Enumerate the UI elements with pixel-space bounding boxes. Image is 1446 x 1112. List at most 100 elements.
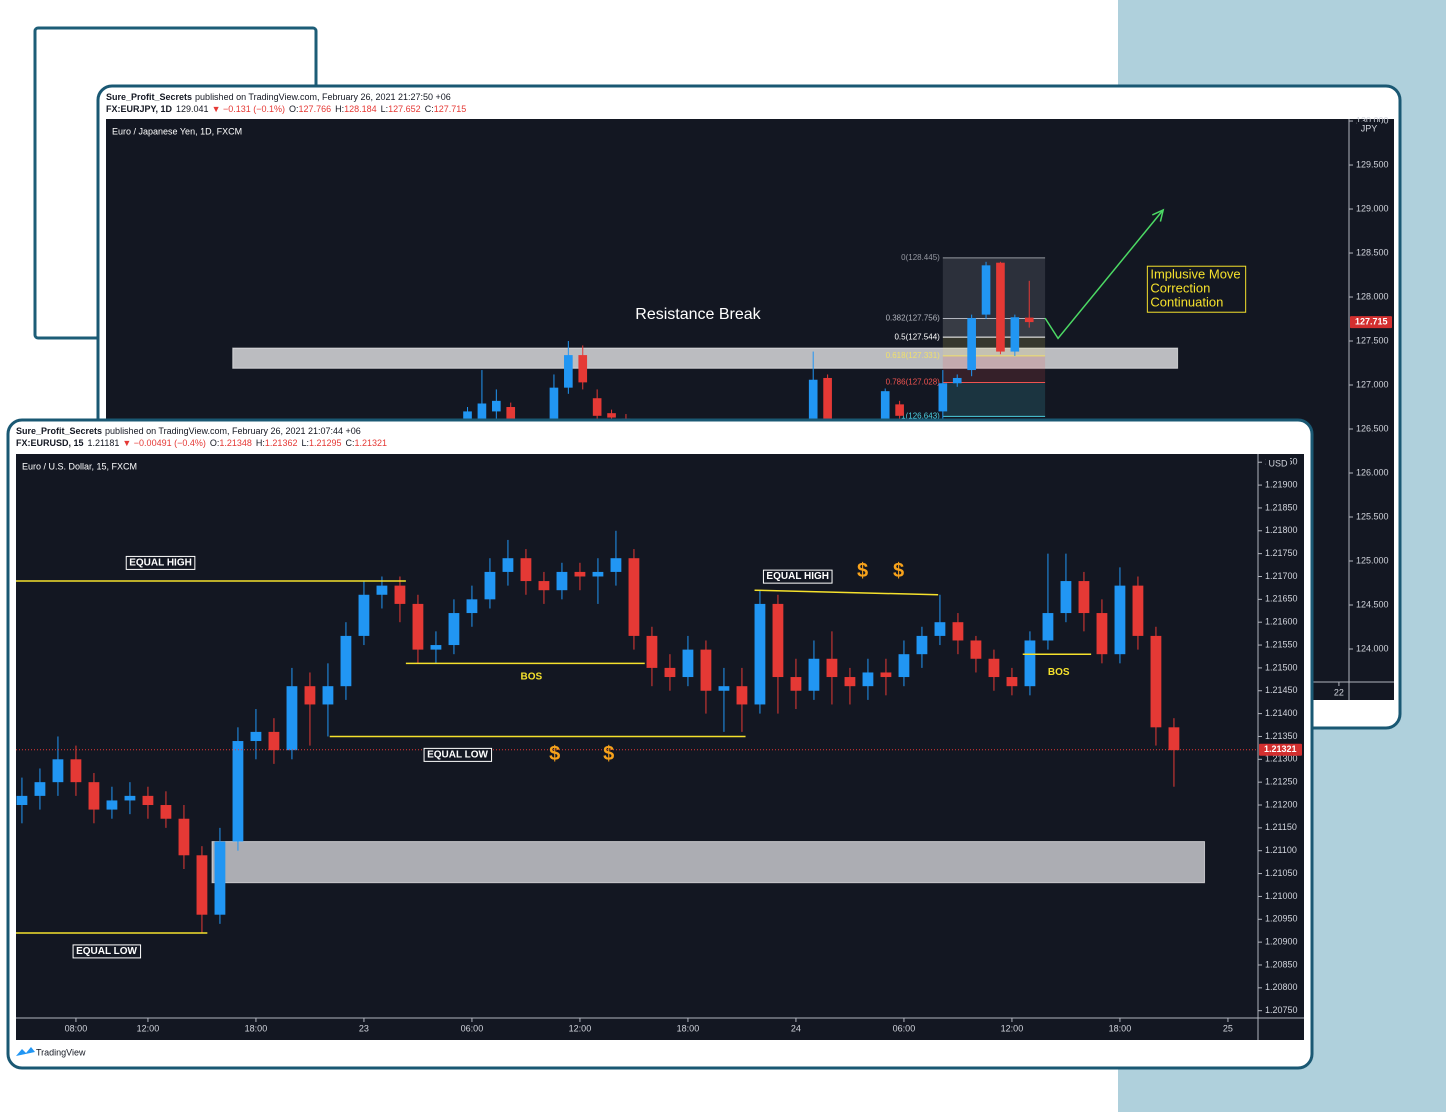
y-tick-label: 1.20900 [1265, 937, 1298, 947]
candle-body [1168, 727, 1180, 751]
ohlc-value: 128.184 [344, 104, 377, 114]
note-line: Correction [1150, 281, 1210, 296]
y-tick-label: 1.20850 [1265, 959, 1298, 969]
y-tick-label: 129.000 [1356, 203, 1389, 213]
fib-label: 0.382(127.756) [886, 314, 941, 323]
last-price-label: 127.715 [1355, 316, 1388, 326]
candle-body [88, 782, 100, 810]
candle-body [718, 686, 730, 691]
candle-body [394, 585, 406, 604]
header-publish: Sure_Profit_Secrets published on TradingV… [16, 426, 361, 436]
x-tick-label: 25 [1223, 1023, 1233, 1033]
candle-body [340, 635, 352, 687]
candle-body [826, 658, 838, 678]
ohlc-label: O: [289, 104, 299, 114]
candle-body [1010, 317, 1020, 352]
label-box [423, 747, 493, 762]
ohlc-value: 1.21295 [309, 438, 342, 448]
candle-body [556, 571, 568, 591]
x-tick-label: 12:00 [569, 1023, 592, 1033]
y-tick-label: 1.21450 [1265, 685, 1298, 695]
candle-body [895, 404, 904, 416]
candle-body [736, 686, 748, 705]
change: ▼ −0.00491 (−0.4%) [122, 438, 205, 448]
level-label: BOS [521, 672, 543, 683]
level-label: EQUAL HIGH [129, 557, 192, 568]
candle-body [578, 355, 588, 383]
last-value: 129.041 [176, 104, 209, 114]
annotation: Resistance Break [635, 306, 761, 323]
fib-label: 0.786(127.028) [886, 378, 941, 387]
candle-body [772, 603, 784, 678]
y-tick-label: 126.000 [1356, 467, 1389, 477]
candle-body [1024, 317, 1034, 323]
candle-body [790, 677, 802, 691]
candle-body [358, 594, 370, 636]
brand-icon [16, 1047, 35, 1056]
candle-body [564, 355, 573, 388]
candle-body [430, 645, 442, 650]
candle-body [178, 818, 190, 856]
candle-body [938, 383, 948, 412]
candle-body [844, 677, 856, 687]
y-tick-label: 1.21250 [1265, 777, 1298, 787]
level-label: EQUAL LOW [76, 946, 137, 957]
x-tick-label: 24 [791, 1023, 801, 1033]
y-tick-label: 125.500 [1356, 511, 1389, 521]
candle-body [448, 613, 460, 646]
y-tick-label: 1.21200 [1265, 799, 1298, 809]
x-tick-label: 18:00 [245, 1023, 268, 1033]
y-tick-label: 1.21650 [1265, 594, 1298, 604]
currency-box [1357, 122, 1381, 134]
y-tick-label: 1.21850 [1265, 502, 1298, 512]
chart-title: Euro / Japanese Yen, 1D, FXCM [112, 126, 242, 136]
last-price-box [1259, 743, 1302, 756]
candle-body [607, 413, 616, 418]
candle-body [574, 571, 586, 577]
note-box [1146, 265, 1247, 313]
symbol: FX:EURJPY, 1D [106, 104, 173, 114]
candle-body [1096, 613, 1108, 655]
zone [211, 841, 1206, 884]
y-tick-label: 128.500 [1356, 247, 1389, 257]
candle-body [477, 403, 487, 422]
y-tick-label: 1.21750 [1265, 548, 1298, 558]
candle-body [502, 558, 514, 572]
y-tick-label: 1.21700 [1265, 571, 1298, 581]
y-tick-label: 1.21600 [1265, 617, 1298, 627]
chart-card: Sure_Profit_Secrets published on TradingV… [6, 418, 1314, 1070]
y-tick-label: 1.21300 [1265, 754, 1298, 764]
note-line: Continuation [1150, 295, 1223, 310]
ohlc-label: L: [301, 438, 309, 448]
candle-body [52, 759, 64, 783]
candle-body [981, 265, 991, 315]
candle-body [916, 635, 928, 655]
annotation: $ [549, 743, 560, 765]
candle-body [808, 379, 818, 430]
y-tick-label: 1.20950 [1265, 914, 1298, 924]
candle-body [996, 262, 1005, 352]
annotation: $ [857, 560, 868, 582]
published-info: published on TradingView.com, February 2… [195, 92, 451, 102]
y-tick-label: 1.21400 [1265, 708, 1298, 718]
candle-body [538, 581, 550, 591]
currency-box [1266, 457, 1290, 469]
ohlc-label: L: [381, 104, 389, 114]
projection-arrow [1044, 209, 1164, 340]
candle-body [250, 731, 262, 742]
published-info: published on TradingView.com, February 2… [105, 426, 361, 436]
candle-body [268, 731, 280, 751]
candle-body [1132, 585, 1144, 636]
fib-label: 0.5(127.544) [894, 332, 940, 341]
ohlc-value: 127.715 [434, 104, 467, 114]
fib-band [942, 257, 1046, 319]
candle-body [34, 782, 46, 796]
candle-body [682, 649, 694, 678]
currency: JPY [1361, 123, 1378, 133]
candle-body [1006, 677, 1018, 687]
y-tick-label: 124.000 [1356, 643, 1389, 653]
y-tick-label: 1.21550 [1265, 639, 1298, 649]
candle-body [106, 800, 118, 810]
candle-body [880, 391, 890, 430]
